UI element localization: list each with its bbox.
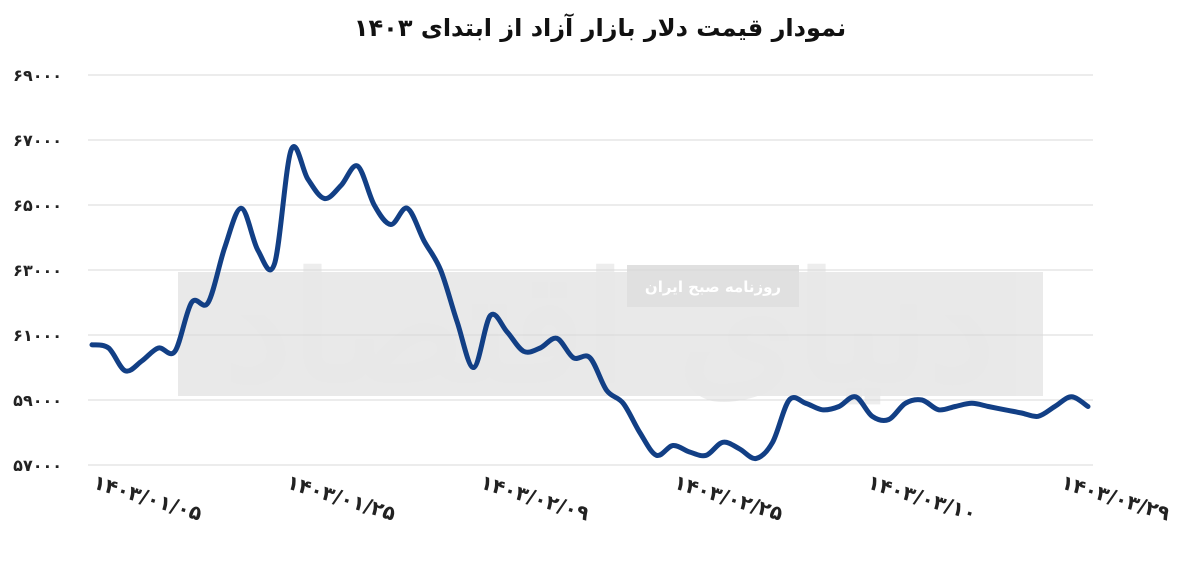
x-tick-label: ۱۴۰۳/۰۳/۲۹	[1059, 470, 1173, 526]
watermark-band	[178, 272, 1043, 396]
x-axis-ticks: ۱۴۰۳/۰۱/۰۵ ۱۴۰۳/۰۱/۲۵ ۱۴۰۳/۰۲/۰۹ ۱۴۰۳/۰۲/۲۵…	[91, 470, 1173, 526]
watermark: دنیای اقتصاد روزنامه صبح ایران	[178, 240, 1043, 416]
watermark-logo: دنیای اقتصاد	[225, 240, 995, 416]
watermark-sub-text: روزنامه صبح ایران	[645, 278, 781, 296]
x-tick-label: ۱۴۰۳/۰۲/۲۵	[671, 470, 785, 526]
y-tick-label: ۵۹۰۰۰	[13, 391, 62, 410]
series-line-layer	[89, 144, 1091, 462]
watermark-sub-box	[627, 265, 799, 307]
y-tick-label: ۶۱۰۰۰	[13, 326, 62, 345]
x-tick-label: ۱۴۰۳/۰۳/۱۰	[865, 470, 979, 526]
y-tick-label: ۶۷۰۰۰	[13, 131, 62, 150]
y-tick-label: ۶۹۰۰۰	[13, 66, 62, 85]
x-tick-label: ۱۴۰۳/۰۲/۰۹	[478, 470, 592, 526]
chart-title: نمودار قیمت دلار بازار آزاد از ابتدای ۱۴…	[353, 14, 847, 42]
y-axis-ticks: ۶۹۰۰۰ ۶۷۰۰۰ ۶۵۰۰۰ ۶۳۰۰۰ ۶۱۰۰۰ ۵۹۰۰۰ ۵۷۰۰۰	[13, 66, 62, 475]
y-tick-label: ۵۷۰۰۰	[13, 456, 62, 475]
x-tick-label: ۱۴۰۳/۰۱/۲۵	[284, 470, 398, 526]
x-tick-label: ۱۴۰۳/۰۱/۰۵	[91, 470, 205, 526]
grid	[88, 74, 1093, 466]
y-tick-label: ۶۳۰۰۰	[13, 261, 62, 280]
y-tick-label: ۶۵۰۰۰	[13, 196, 62, 215]
series-line	[89, 144, 1091, 462]
